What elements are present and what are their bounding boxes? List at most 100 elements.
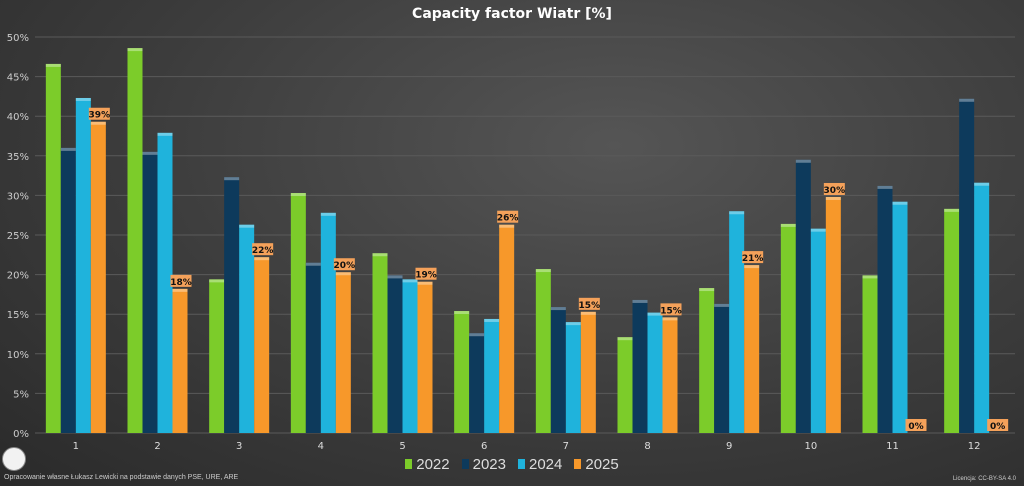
bar-cap: [142, 151, 158, 155]
data-label: 22%: [252, 246, 274, 256]
bar-cap: [254, 257, 270, 261]
legend-label: 2023: [472, 456, 506, 473]
bar-cap: [892, 201, 908, 205]
x-tick-label: 11: [886, 441, 899, 452]
bar-cap: [795, 159, 811, 163]
y-tick-label: 50%: [7, 33, 29, 44]
bar-2025: [254, 257, 270, 433]
bar-2022: [699, 288, 715, 433]
bar-cap: [565, 322, 581, 326]
y-tick-label: 40%: [7, 112, 29, 123]
bar-cap: [862, 275, 878, 279]
bar-cap: [699, 288, 715, 292]
x-tick-label: 9: [726, 441, 732, 452]
bar-cap: [387, 275, 403, 279]
bar-2023: [387, 275, 403, 433]
legend: 2022 2023 2024 2025: [0, 456, 1024, 473]
legend-item-2022: 2022: [405, 456, 450, 473]
data-label: 20%: [334, 261, 356, 271]
data-label-box: [415, 267, 437, 280]
bar-2023: [224, 177, 240, 433]
bar-cap: [372, 253, 388, 257]
data-label: 15%: [579, 301, 601, 311]
bar-2024: [402, 279, 418, 433]
data-label: 0%: [990, 422, 1005, 432]
data-label: 0%: [908, 422, 923, 432]
bar-cap: [454, 311, 470, 315]
bar-2022: [862, 275, 878, 433]
data-label: 30%: [824, 186, 846, 196]
x-tick-label: 6: [481, 441, 487, 452]
x-tick-label: 2: [154, 441, 160, 452]
logo-icon: [2, 447, 26, 471]
bar-cap: [320, 212, 336, 216]
bar-2024: [157, 132, 173, 433]
bar-cap: [959, 98, 975, 102]
data-label: 18%: [170, 278, 192, 288]
legend-label: 2024: [529, 456, 563, 473]
bar-cap: [157, 132, 173, 136]
data-label: 39%: [89, 111, 111, 121]
y-tick-label: 0%: [13, 429, 29, 440]
bar-2024: [974, 182, 990, 433]
bar-cap: [810, 228, 826, 232]
x-tick-label: 8: [644, 441, 650, 452]
bar-cap: [172, 288, 188, 292]
bar-2022: [372, 253, 388, 433]
y-tick-label: 35%: [7, 152, 29, 163]
bar-cap: [580, 311, 596, 315]
y-tick-label: 15%: [7, 310, 29, 321]
y-tick-label: 20%: [7, 271, 29, 282]
data-label: 26%: [497, 214, 519, 224]
bar-2024: [810, 228, 826, 433]
legend-item-2023: 2023: [461, 456, 506, 473]
x-tick-label: 12: [968, 441, 981, 452]
legend-swatch: [405, 459, 413, 469]
bar-cap: [780, 223, 796, 227]
bar-cap: [499, 224, 515, 228]
data-label-box: [497, 210, 519, 223]
bar-cap: [224, 177, 240, 181]
bar-2022: [45, 63, 61, 433]
x-tick-label: 5: [399, 441, 405, 452]
bar-2022: [454, 311, 470, 433]
legend-label: 2025: [585, 456, 619, 473]
bar-2023: [959, 98, 975, 433]
bar-cap: [484, 318, 500, 322]
bar-cap: [729, 211, 745, 215]
y-tick-label: 30%: [7, 191, 29, 202]
data-label-box: [905, 419, 927, 431]
data-label: 19%: [415, 271, 437, 281]
bar-2022: [290, 193, 306, 433]
bar-cap: [550, 307, 566, 311]
bar-cap: [744, 265, 760, 269]
bar-cap: [45, 63, 61, 67]
bar-2023: [795, 159, 811, 433]
x-tick-label: 4: [318, 441, 324, 452]
data-label-box: [252, 243, 274, 256]
bar-2022: [944, 208, 960, 433]
bar-2025: [499, 224, 515, 433]
bar-2023: [714, 303, 730, 433]
bar-2025: [662, 317, 678, 433]
bar-2024: [75, 97, 91, 433]
bar-2024: [647, 312, 663, 433]
x-tick-label: 10: [804, 441, 817, 452]
data-label-box: [823, 182, 845, 195]
y-tick-label: 10%: [7, 350, 29, 361]
license-note: Licencja: CC-BY-SA 4.0: [952, 476, 1016, 482]
y-tick-label: 5%: [13, 389, 29, 400]
bar-cap: [290, 193, 306, 197]
x-tick-label: 1: [73, 441, 79, 452]
y-tick-label: 45%: [7, 73, 29, 84]
data-label-box: [660, 303, 682, 316]
bar-cap: [617, 337, 633, 341]
bar-cap: [825, 196, 841, 200]
x-tick-label: 7: [563, 441, 569, 452]
bar-cap: [417, 281, 433, 285]
bar-2024: [484, 318, 500, 433]
bar-cap: [90, 121, 106, 125]
data-label-box: [333, 258, 355, 271]
bar-cap: [335, 272, 351, 276]
bar-cap: [209, 279, 225, 283]
